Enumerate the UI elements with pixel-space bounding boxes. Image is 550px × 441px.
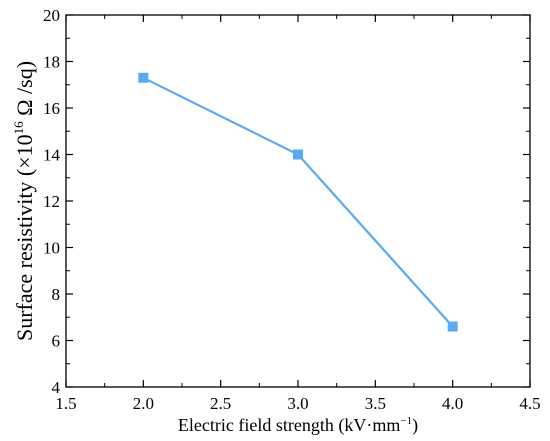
y-tick-label: 12 <box>43 192 60 211</box>
y-tick-label: 8 <box>52 285 61 304</box>
tick-marks <box>65 14 531 388</box>
y-axis-title: Surface resistivity (×1016 Ω /sq) <box>11 61 37 341</box>
data-point <box>293 149 303 160</box>
x-tick-label: 2.5 <box>210 394 231 413</box>
x-tick-label: 1.5 <box>55 394 76 413</box>
x-axis-title-sup: −1 <box>400 415 412 427</box>
x-axis-title-end: ) <box>412 415 418 436</box>
data-point <box>138 72 149 83</box>
y-tick-label: 20 <box>43 6 60 25</box>
x-tick-label: 4.5 <box>519 394 540 413</box>
data-point <box>447 321 458 332</box>
x-tick-label: 3.0 <box>287 394 308 413</box>
y-tick-label: 6 <box>52 332 61 351</box>
y-tick-label: 4 <box>52 378 61 397</box>
y-axis-title-end: Ω /sq) <box>12 61 37 121</box>
y-axis-title-main: Surface resistivity (×10 <box>12 134 37 341</box>
y-tick-label: 10 <box>43 239 60 258</box>
series-layer <box>138 72 458 332</box>
y-tick-label: 18 <box>43 53 60 72</box>
x-tick-label: 2.0 <box>133 394 154 413</box>
series-line <box>142 76 454 328</box>
plot-frame <box>65 14 531 388</box>
x-tick-label: 3.5 <box>365 394 386 413</box>
y-tick-label: 16 <box>43 99 60 118</box>
x-tick-label: 4.0 <box>442 394 463 413</box>
y-tick-label: 14 <box>43 146 61 165</box>
x-axis-title: Electric field strength (kV·mm−1) <box>178 415 418 436</box>
x-axis-title-main: Electric field strength (kV·mm <box>178 415 400 436</box>
y-axis-title-sup: 16 <box>11 121 26 135</box>
tick-labels: 1.5 2.0 2.5 3.0 3.5 4.0 4.5 4 6 8 10 12 14 16 18 20 <box>43 6 541 413</box>
